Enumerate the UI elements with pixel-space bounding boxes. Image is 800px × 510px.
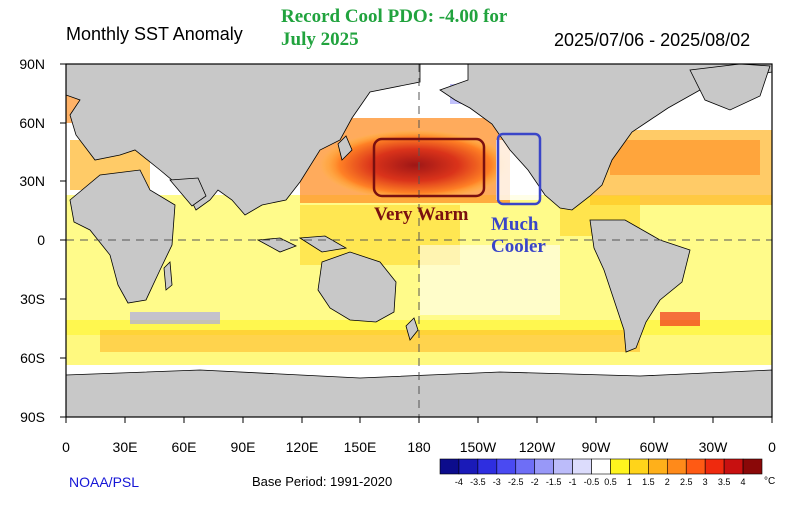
- colorbar-swatch: [666, 458, 687, 475]
- lat-label: 30N: [19, 173, 45, 189]
- colorbar-tick-label: 2.5: [679, 477, 693, 487]
- lat-labels: 90N 60N 30N 0 30S 60S 90S: [19, 56, 45, 425]
- lon-label: 120W: [519, 439, 556, 455]
- colorbar-tick-label: -0.5: [583, 477, 600, 487]
- lon-label: 180: [407, 439, 431, 455]
- colorbar-tick-label: 2: [664, 477, 670, 487]
- colorbar-tick-label: -3.5: [470, 477, 486, 487]
- much-cooler-line: Cooler: [491, 236, 546, 257]
- colorbar-tick-label: -3: [492, 477, 501, 487]
- colorbar-swatch: [515, 458, 536, 475]
- colorbar-swatch: [610, 458, 630, 475]
- very-warm-label: Very Warm: [374, 204, 469, 225]
- colorbar-tick-label: 0.5: [604, 477, 617, 487]
- colorbar-swatch: [553, 458, 573, 475]
- headline-line: Record Cool PDO: -4.00 for: [281, 6, 508, 27]
- lon-label: 60E: [172, 439, 197, 455]
- headline: Record Cool PDO: -4.00 for July 2025: [281, 5, 507, 51]
- colorbar-tick-label: -1.5: [545, 477, 562, 487]
- colorbar-tick-label: -4: [454, 477, 463, 487]
- lon-label: 60W: [640, 439, 670, 455]
- colorbar-unit: °C: [764, 476, 776, 487]
- lon-label: 150W: [460, 439, 497, 455]
- lon-label: 90W: [582, 439, 612, 455]
- lon-label: 90E: [231, 439, 256, 455]
- lon-label: 30E: [113, 439, 138, 455]
- colorbar-swatch: [648, 458, 668, 475]
- much-cooler-label: Much Cooler: [491, 214, 561, 258]
- map-canvas: [66, 64, 772, 417]
- lon-label: 150E: [344, 439, 377, 455]
- colorbar-tick-label: -2: [530, 477, 539, 487]
- map-title: Monthly SST Anomaly: [66, 24, 243, 44]
- colorbar-swatch: [477, 458, 498, 475]
- lon-label: 30W: [699, 439, 729, 455]
- colorbar-tick-label: 1: [626, 477, 632, 487]
- colorbar-tick-label: -2.5: [507, 477, 524, 487]
- colorbar: [439, 458, 763, 475]
- colorbar-tick-label: 3.5: [717, 477, 731, 487]
- lat-label: 90S: [20, 409, 45, 425]
- lon-labels: 0 30E 60E 90E 120E 150E 180 150W 120W 90…: [62, 439, 776, 455]
- colorbar-swatch: [458, 458, 479, 475]
- lon-label: 0: [768, 439, 776, 455]
- headline-line: July 2025: [281, 29, 359, 50]
- much-cooler-line: Much: [491, 214, 539, 235]
- lat-label: 0: [37, 232, 45, 248]
- lat-label: 60S: [20, 350, 45, 366]
- colorbar-swatch: [723, 458, 744, 475]
- colorbar-swatch: [591, 458, 611, 475]
- colorbar-swatch: [572, 458, 592, 475]
- colorbar-swatch: [704, 458, 725, 475]
- colorbar-swatch: [629, 458, 649, 475]
- lat-label: 60N: [19, 115, 45, 131]
- colorbar-swatch: [496, 458, 517, 475]
- colorbar-swatch: [685, 458, 706, 475]
- lat-label: 30S: [20, 291, 45, 307]
- colorbar-swatch: [742, 458, 763, 475]
- lon-ticks: [65, 417, 773, 423]
- lon-label: 120E: [286, 439, 319, 455]
- lat-ticks: [60, 63, 66, 418]
- colorbar-swatch: [439, 458, 460, 475]
- colorbar-tick-label: 1.5: [642, 477, 655, 487]
- base-period: Base Period: 1991-2020: [252, 474, 393, 489]
- agency-credit: NOAA/PSL: [69, 474, 140, 490]
- much-cooler-box: [496, 132, 542, 206]
- colorbar-tick-label: 3: [702, 477, 708, 487]
- colorbar-tick-label: -1: [568, 477, 577, 487]
- colorbar-swatch: [534, 458, 554, 475]
- date-range: 2025/07/06 - 2025/08/02: [554, 30, 751, 50]
- lat-label: 90N: [19, 56, 45, 72]
- lon-label: 0: [62, 439, 70, 455]
- colorbar-tick-label: 4: [740, 477, 746, 487]
- very-warm-box: [372, 137, 486, 198]
